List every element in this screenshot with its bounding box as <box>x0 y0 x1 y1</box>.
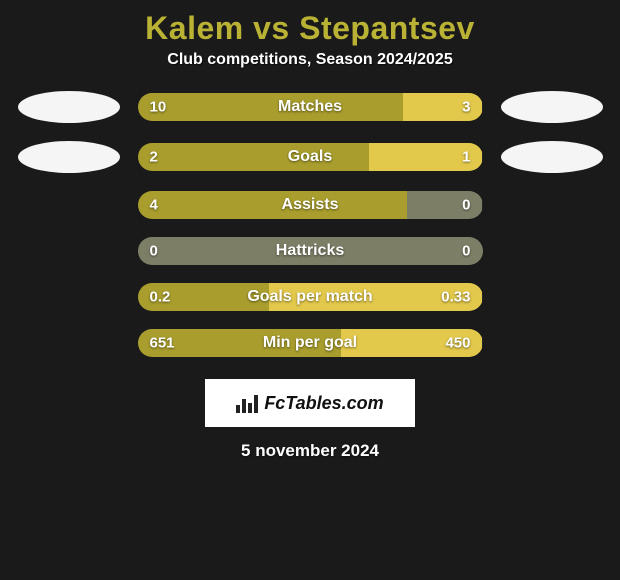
stat-value-right: 0.33 <box>441 289 470 306</box>
player-left-oval <box>18 91 120 123</box>
brand-badge: FcTables.com <box>205 379 415 427</box>
stat-label: Matches <box>278 98 342 116</box>
chart-icon <box>236 393 258 413</box>
stat-value-left: 0 <box>150 243 158 260</box>
page-subtitle: Club competitions, Season 2024/2025 <box>0 51 620 91</box>
stat-label: Goals <box>288 148 332 166</box>
stat-bar: Assists 4 0 <box>138 191 483 219</box>
stat-bar: Hattricks 0 0 <box>138 237 483 265</box>
stat-bar: Min per goal 651 450 <box>138 329 483 357</box>
footer-date: 5 november 2024 <box>0 441 620 461</box>
stat-bar: Matches 10 3 <box>138 93 483 121</box>
stat-value-right: 3 <box>462 99 470 116</box>
player-left-oval <box>18 141 120 173</box>
stat-label: Assists <box>282 196 339 214</box>
stat-row: Assists 4 0 <box>0 191 620 219</box>
stat-row: Goals 2 1 <box>0 141 620 173</box>
stat-bar: Goals per match 0.2 0.33 <box>138 283 483 311</box>
stat-row: Hattricks 0 0 <box>0 237 620 265</box>
page-title: Kalem vs Stepantsev <box>0 0 620 51</box>
player-right-oval <box>501 141 603 173</box>
stat-value-left: 0.2 <box>150 289 171 306</box>
stat-row: Goals per match 0.2 0.33 <box>0 283 620 311</box>
stat-row: Matches 10 3 <box>0 91 620 123</box>
stat-value-left: 10 <box>150 99 167 116</box>
stat-row: Min per goal 651 450 <box>0 329 620 357</box>
stat-value-right: 1 <box>462 149 470 166</box>
brand-text: FcTables.com <box>264 393 383 414</box>
stat-value-right: 450 <box>445 335 470 352</box>
stat-bar: Goals 2 1 <box>138 143 483 171</box>
stat-value-right: 0 <box>462 243 470 260</box>
stat-label: Min per goal <box>263 334 357 352</box>
stat-label: Hattricks <box>276 242 344 260</box>
player-right-oval <box>501 91 603 123</box>
comparison-rows: Matches 10 3 Goals 2 1 Assists 4 0 Hattricks 0 0 Goa… <box>0 91 620 357</box>
stat-value-right: 0 <box>462 197 470 214</box>
stat-value-left: 4 <box>150 197 158 214</box>
stat-label: Goals per match <box>247 288 372 306</box>
stat-value-left: 2 <box>150 149 158 166</box>
stat-value-left: 651 <box>150 335 175 352</box>
